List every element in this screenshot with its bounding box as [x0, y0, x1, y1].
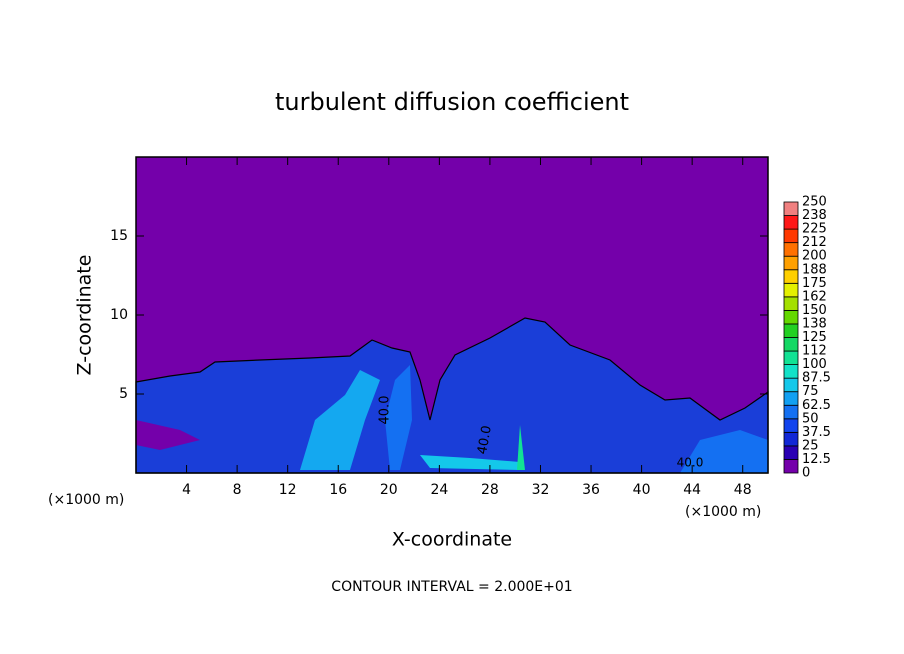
x-tick-label: 4	[182, 482, 191, 498]
field	[135, 157, 769, 474]
y-tick-label: 10	[110, 307, 128, 323]
colorbar-label: 25	[802, 438, 819, 453]
colorbar-label: 188	[802, 262, 827, 277]
x-tick-label: 44	[683, 482, 701, 498]
colorbar-label: 62.5	[802, 398, 831, 413]
x-tick-label: 36	[582, 482, 600, 498]
colorbar-swatch	[783, 459, 799, 474]
colorbar-swatch	[783, 309, 799, 325]
colorbar-swatch	[783, 350, 799, 365]
field-region	[517, 425, 525, 470]
x-tick-label: 28	[481, 482, 499, 498]
x-tick-label: 20	[380, 482, 398, 498]
field-region	[300, 370, 380, 470]
field-region	[680, 430, 768, 473]
x-tick-label: 24	[430, 482, 448, 498]
colorbar-swatch	[783, 377, 799, 393]
contour-label: 40.0	[475, 424, 495, 455]
field-region	[385, 365, 412, 470]
colorbar-swatch	[783, 228, 799, 244]
annotation: CONTOUR INTERVAL = 2.000E+01	[331, 579, 572, 595]
colorbar-swatch	[783, 201, 799, 216]
colorbar-swatch	[783, 445, 799, 460]
x-unit-label: (×1000 m)	[48, 492, 124, 508]
colorbar-label: 212	[802, 235, 827, 250]
colorbar-label: 100	[802, 357, 827, 372]
colorbar-swatch	[783, 323, 799, 338]
colorbar-swatch	[783, 364, 799, 379]
y-axis-label: Z-coordinate	[74, 255, 96, 376]
colorbar-label: 0	[802, 466, 810, 481]
colorbar-swatch	[783, 391, 799, 406]
x-tick-label: 8	[233, 482, 242, 498]
colorbar-label: 87.5	[802, 371, 831, 386]
y-tick-label: 15	[110, 228, 128, 244]
colorbar-swatch	[783, 282, 799, 298]
x-tick-label: 48	[734, 482, 752, 498]
x-tick-label: 16	[329, 482, 347, 498]
contour-label: 40.0	[378, 396, 393, 425]
field-region	[136, 420, 200, 450]
colorbar-label: 37.5	[802, 425, 831, 440]
y-tick-label: 5	[119, 386, 128, 402]
x-unit-label: (×1000 m)	[685, 504, 761, 520]
colorbar-swatch	[783, 337, 799, 352]
colorbar-swatch	[783, 215, 799, 230]
x-tick-label: 12	[279, 482, 297, 498]
colorbar-label: 150	[802, 303, 827, 318]
colorbar-label: 75	[802, 384, 819, 399]
colorbar-label: 50	[802, 411, 819, 426]
colorbar-label: 12.5	[802, 452, 831, 467]
colorbar-swatch	[783, 418, 799, 433]
chart-title: turbulent diffusion coefficient	[275, 88, 629, 116]
colorbar-label: 238	[802, 208, 827, 223]
colorbar-label: 162	[802, 289, 827, 304]
colorbar-label: 250	[802, 195, 827, 210]
colorbar-label: 225	[802, 222, 827, 237]
field-region	[420, 455, 520, 470]
colorbar-label: 138	[802, 316, 827, 331]
colorbar-swatch	[783, 431, 799, 447]
x-tick-label: 32	[532, 482, 550, 498]
colorbar-swatch	[783, 242, 799, 257]
colorbar-swatch	[783, 404, 799, 420]
contour-label: 40.0	[677, 456, 704, 470]
colorbar-label: 175	[802, 276, 827, 291]
colorbar-label: 125	[802, 330, 827, 345]
colorbar-swatch	[783, 296, 799, 311]
colorbar-label: 200	[802, 249, 827, 264]
colorbar-label: 112	[802, 344, 827, 359]
colorbar-swatch	[783, 255, 799, 271]
x-tick-label: 40	[633, 482, 651, 498]
x-axis-label: X-coordinate	[392, 529, 512, 551]
colorbar-swatch	[783, 269, 799, 284]
field-region	[135, 317, 769, 474]
